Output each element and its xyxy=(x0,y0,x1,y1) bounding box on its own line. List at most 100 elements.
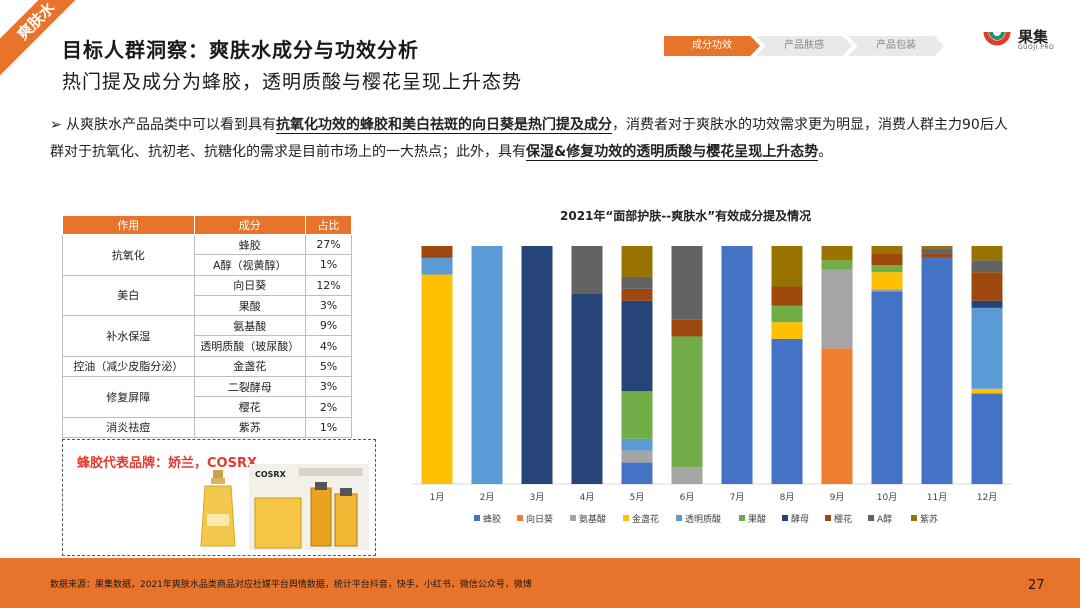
page-number: 27 xyxy=(1028,578,1045,593)
bar-segment xyxy=(871,288,903,292)
legend-swatch xyxy=(739,515,745,521)
legend-item: 果酸 xyxy=(739,514,766,525)
bar-segment xyxy=(421,274,453,484)
legend-swatch xyxy=(517,515,523,521)
legend-swatch xyxy=(676,515,682,521)
share-cell: 9% xyxy=(305,315,352,337)
table-header: 成分 xyxy=(193,215,307,235)
bar-segment xyxy=(821,260,853,270)
ingredient-cell: 向日葵 xyxy=(193,274,307,296)
table-header: 占比 xyxy=(305,215,352,235)
brand-title: 蜂胶代表品牌：娇兰，COSRX xyxy=(77,456,257,471)
legend-label: 果酸 xyxy=(748,514,766,525)
page-subtitle: 热门提及成分为蜂胶，透明质酸与樱花呈现上升态势 xyxy=(62,71,523,93)
table-row: A醇（视黄醇） 1% xyxy=(63,254,352,276)
ingredient-cell: 紫苏 xyxy=(193,416,307,438)
bar-segment xyxy=(971,300,1003,308)
bar-segment xyxy=(571,246,603,294)
share-cell: 27% xyxy=(305,233,352,256)
guerlain-bottle-image xyxy=(200,470,236,547)
legend-swatch xyxy=(911,515,917,521)
effect-cell: 补水保湿 xyxy=(62,315,195,357)
bar-segment xyxy=(721,246,753,484)
desc-text-3: 。 xyxy=(818,144,833,160)
legend-item: 紫苏 xyxy=(911,513,938,525)
ingredient-table: 作用 成分 占比 抗氧化 蜂胶 27% A醇（视黄醇） 1% 美白 向日葵 12% 果酸 3% 补水… xyxy=(62,215,352,438)
effect-cell: 抗氧化 xyxy=(62,234,195,276)
cosrx-product-image: COSRX xyxy=(249,464,369,550)
bar-segment xyxy=(521,246,553,484)
legend-item: 金盏花 xyxy=(623,513,659,525)
share-cell: 3% xyxy=(305,376,352,398)
legend-label: A醇 xyxy=(877,513,892,525)
description: ➢ 从爽肤水产品品类中可以看到具有抗氧化功效的蜂胶和美白祛斑的向日葵是热门提及成分… xyxy=(50,112,1018,166)
bar-segment xyxy=(921,248,953,254)
share-cell: 2% xyxy=(305,396,352,418)
table-row: 抗氧化 蜂胶 27% xyxy=(62,233,352,276)
desc-highlight-1: 抗氧化功效的蜂胶和美白祛斑的向日葵是热门提及成分 xyxy=(276,117,612,134)
legend-label: 氨基酸 xyxy=(579,513,606,525)
x-tick-label: 6月 xyxy=(680,492,695,503)
effect-cell: 控油（减少皮脂分泌） xyxy=(62,355,195,378)
x-tick-label: 4月 xyxy=(580,492,595,503)
bar-segment xyxy=(871,265,903,273)
bar-segment xyxy=(771,246,803,287)
legend-swatch xyxy=(782,515,788,521)
ingredient-cell: 二裂酵母 xyxy=(193,376,307,398)
bar-segment xyxy=(621,288,653,301)
bar-segment xyxy=(971,260,1003,273)
bar-segment xyxy=(771,338,803,484)
effect-cell: 修复屏障 xyxy=(62,376,195,418)
legend-label: 紫苏 xyxy=(920,513,938,525)
cosrx-label: COSRX xyxy=(255,470,286,479)
bar-segment xyxy=(921,246,953,249)
desc-highlight-2: 保湿&修复功效的透明质酸与樱花呈现上升态势 xyxy=(526,144,819,161)
cosrx-bottles-icon xyxy=(254,468,363,549)
page-title: 目标人群洞察：爽肤水成分与功效分析 xyxy=(62,38,419,62)
x-tick-label: 7月 xyxy=(730,492,745,503)
x-tick-label: 2月 xyxy=(480,492,495,503)
step-packaging[interactable]: 产品包装 xyxy=(848,36,944,56)
legend-label: 樱花 xyxy=(834,513,852,525)
bar-segment xyxy=(771,322,803,339)
effect-cell: 美白 xyxy=(62,274,195,317)
table-row: 修复屏障 二裂酵母 3% xyxy=(62,376,352,418)
legend-swatch xyxy=(868,515,874,521)
bar-segment xyxy=(921,253,953,258)
bar-segment xyxy=(871,253,903,266)
legend-item: 向日葵 xyxy=(517,513,553,525)
bar-segment xyxy=(971,246,1003,261)
data-source-note: 数据来源：果集数据，2021年爽肤水品类商品对应社媒平台舆情数据，统计平台抖音，… xyxy=(50,580,532,590)
bar-segment xyxy=(421,257,453,275)
legend-swatch xyxy=(623,515,629,521)
logo-mark-icon xyxy=(980,26,1014,54)
bar-segment xyxy=(571,293,603,484)
bar-segment xyxy=(871,246,903,254)
step-ingredients[interactable]: 成分功效 xyxy=(664,36,760,56)
step-skin-feel[interactable]: 产品肤感 xyxy=(756,36,852,56)
share-cell: 1% xyxy=(305,254,352,276)
brand-logo: 果集 GUOJI.PRO xyxy=(980,26,1054,54)
bar-segment xyxy=(621,300,653,392)
bar-segment xyxy=(471,246,503,484)
bar-segment xyxy=(671,336,703,468)
ingredient-cell: A醇（视黄醇） xyxy=(193,254,307,276)
bar-segment xyxy=(771,286,803,306)
x-tick-label: 11月 xyxy=(927,492,947,503)
bar-segment xyxy=(871,272,903,289)
x-tick-label: 10月 xyxy=(877,492,897,503)
bar-segment xyxy=(671,467,703,484)
share-cell: 12% xyxy=(305,274,352,296)
bar-segment xyxy=(421,246,453,258)
x-tick-label: 5月 xyxy=(630,492,645,503)
step-nav: 成分功效 产品肤感 产品包装 xyxy=(664,36,944,56)
ingredient-cell: 果酸 xyxy=(193,294,307,317)
legend-label: 向日葵 xyxy=(526,513,553,525)
share-cell: 4% xyxy=(305,335,352,357)
table-row: 消炎祛痘 紫苏 1% xyxy=(62,416,352,438)
legend-swatch xyxy=(825,515,831,521)
table-row: 补水保湿 氨基酸 9% xyxy=(62,315,352,357)
bar-segment xyxy=(621,438,653,451)
legend-item: A醇 xyxy=(868,513,892,525)
